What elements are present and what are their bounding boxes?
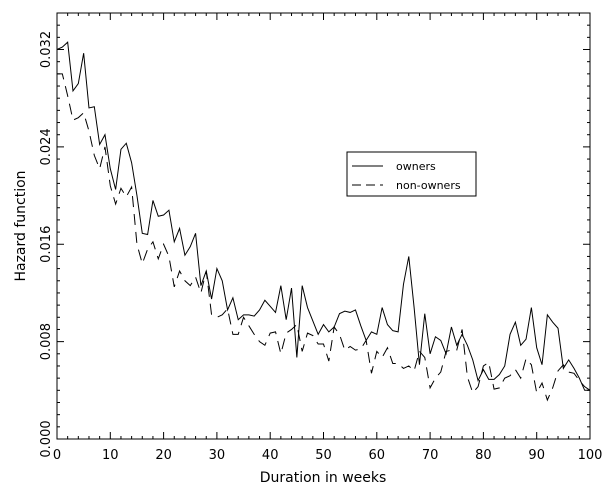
series-line-non-owners [57,73,591,402]
y-tick-label: 0.024 [39,128,54,165]
y-tick-label: 0.032 [39,31,54,68]
legend-label-owners: owners [396,160,436,173]
x-axis-title: Duration in weeks [260,470,387,486]
legend-box [346,151,477,197]
x-tick-label: 80 [475,448,492,463]
legend: owners non-owners [346,151,477,197]
x-tick-label: 100 [578,448,603,463]
x-tick-label: 10 [102,448,119,463]
series-line-owners [56,41,590,391]
x-tick-label: 70 [422,448,439,463]
legend-label-non-owners: non-owners [396,179,461,192]
axis-ticks [56,13,591,440]
x-tick-label: 90 [528,448,545,463]
y-tick-label: 0.016 [39,226,54,263]
x-tick-label: 20 [155,448,172,463]
series-lines [56,41,591,402]
x-tick-label: 0 [53,448,61,463]
y-axis-title: Hazard function [13,170,29,281]
x-tick-label: 50 [315,448,332,463]
x-tick-label: 40 [262,448,279,463]
x-tick-label: 30 [209,448,226,463]
y-tick-label: 0.008 [39,323,54,360]
y-tick-label: 0.000 [39,420,54,457]
x-tick-label: 60 [369,448,386,463]
axis-tick-labels: 0 10 20 30 40 50 60 70 80 90 100 0.000 0.008 0.016 0.0… [39,31,602,463]
